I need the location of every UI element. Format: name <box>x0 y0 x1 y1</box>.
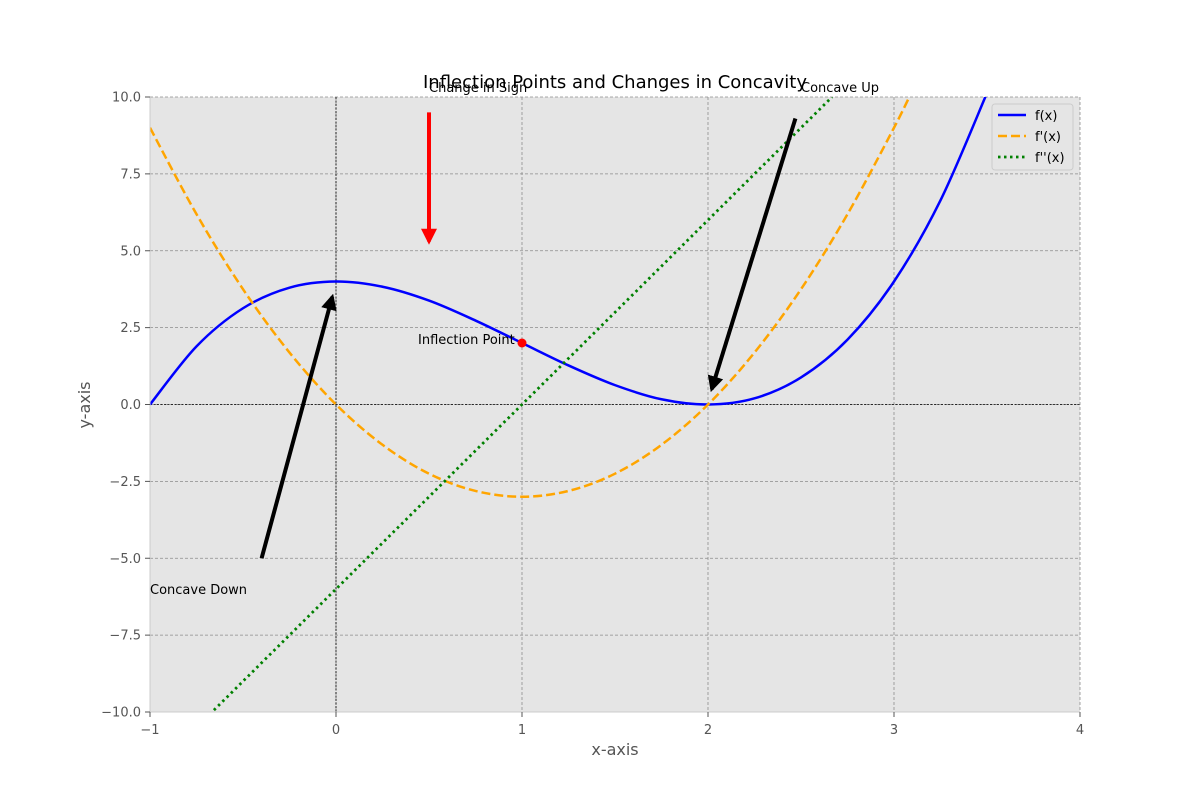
x-tick-label: −1 <box>140 723 159 738</box>
annotation-concave-up-label: Concave Up <box>801 81 879 96</box>
series-line-2 <box>210 97 834 712</box>
annotation-concave-down-label: Concave Down <box>150 583 247 598</box>
y-axis-label: y-axis <box>75 381 94 428</box>
y-tick-label: 10.0 <box>112 91 141 106</box>
series-group <box>150 97 987 712</box>
y-tick-label: 7.5 <box>120 167 141 182</box>
axes: −1 0 1 2 3 4 −10.0 −7.5 −5.0 −2.5 0.0 2.5 5.0 7.5 10.0 <box>101 91 1084 739</box>
y-tick-label: −5.0 <box>109 552 141 567</box>
legend-label-0: f(x) <box>1035 109 1057 124</box>
y-tick-label: 5.0 <box>120 244 141 259</box>
annotation-concave-down-arrow <box>259 293 337 559</box>
legend-label-1: f'(x) <box>1035 130 1061 145</box>
annotation-inflection-point-label: Inflection Point <box>418 333 515 348</box>
x-tick-label: 2 <box>704 723 712 738</box>
series-line-0 <box>150 97 987 406</box>
x-tick-label: 3 <box>890 723 898 738</box>
x-tick-label: 0 <box>332 723 340 738</box>
inflection-point-marker <box>517 338 527 348</box>
annotation-concave-up-arrow <box>707 117 798 393</box>
y-tick-label: −10.0 <box>101 706 141 721</box>
annotation-change-in-sign-label: Change in Sign <box>429 81 527 96</box>
series-line-1 <box>150 97 911 499</box>
chart-title: Inflection Points and Changes in Concavi… <box>423 72 807 93</box>
x-axis-label: x-axis <box>591 740 638 759</box>
x-tick-label: 1 <box>518 723 526 738</box>
legend-box <box>991 103 1074 171</box>
annotations: Inflection Point Change in Sign Concave Up… <box>150 81 879 598</box>
y-tick-label: 0.0 <box>120 398 141 413</box>
x-tick-label: 4 <box>1076 723 1084 738</box>
y-tick-label: −7.5 <box>109 629 141 644</box>
y-tick-label: 2.5 <box>120 321 141 336</box>
legend-label-2: f''(x) <box>1035 151 1065 166</box>
legend: f(x) f'(x) f''(x) <box>991 103 1074 171</box>
y-tick-label: −2.5 <box>109 475 141 490</box>
